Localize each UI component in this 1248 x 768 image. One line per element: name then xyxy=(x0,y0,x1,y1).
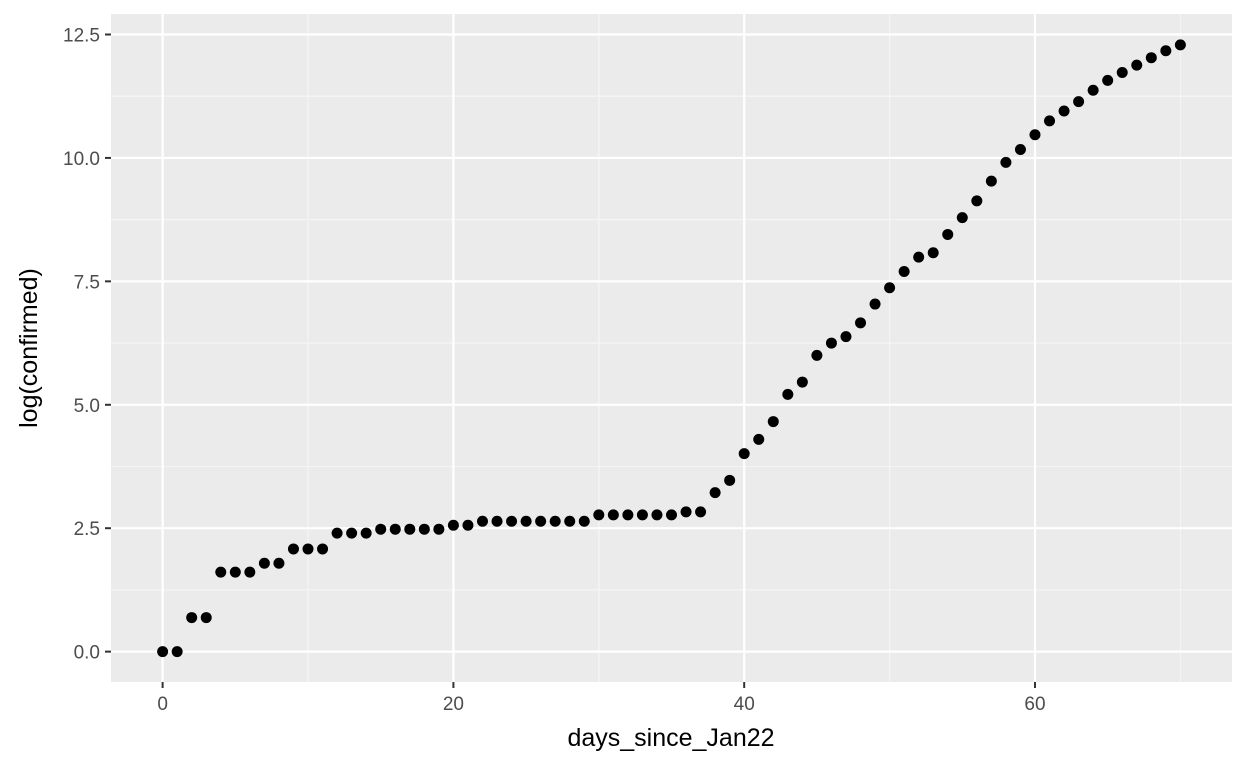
data-point xyxy=(753,433,765,445)
x-tick-label: 40 xyxy=(734,694,755,715)
data-point xyxy=(273,557,285,569)
plot-panel xyxy=(111,14,1232,682)
data-point xyxy=(927,247,939,259)
data-point xyxy=(564,515,576,527)
data-point xyxy=(985,175,997,187)
data-point xyxy=(186,612,198,624)
data-point xyxy=(695,506,707,518)
data-point xyxy=(302,543,314,555)
data-point xyxy=(535,515,547,527)
major-gridlines xyxy=(111,14,1232,682)
data-point xyxy=(360,527,372,539)
data-point xyxy=(433,523,445,535)
y-tick-label: 10.0 xyxy=(63,149,100,170)
data-point xyxy=(215,566,227,578)
x-tick-label: 20 xyxy=(443,694,464,715)
data-point xyxy=(1160,45,1172,57)
data-point xyxy=(884,282,896,294)
data-point xyxy=(476,515,488,527)
y-axis-title: log(confirmed) xyxy=(15,268,43,428)
data-points xyxy=(157,39,1186,658)
x-tick-label: 60 xyxy=(1024,694,1045,715)
x-tick-label: 0 xyxy=(157,694,168,715)
data-point xyxy=(811,349,823,361)
data-point xyxy=(782,388,794,400)
data-point xyxy=(1174,39,1186,51)
data-point xyxy=(317,543,329,555)
data-point xyxy=(171,646,183,658)
data-point xyxy=(157,646,169,658)
data-point xyxy=(229,566,241,578)
data-point xyxy=(1073,96,1085,108)
data-point xyxy=(651,509,663,521)
data-point xyxy=(796,376,808,388)
data-point xyxy=(956,212,968,224)
data-point xyxy=(520,515,532,527)
data-point xyxy=(767,416,779,428)
data-point xyxy=(709,487,721,499)
data-point xyxy=(506,515,518,527)
data-point xyxy=(840,331,852,343)
data-point xyxy=(1145,52,1157,64)
data-point xyxy=(1116,67,1128,79)
data-point xyxy=(331,527,343,539)
data-point xyxy=(375,523,387,535)
data-point xyxy=(549,515,561,527)
y-axis: 0.0 2.5 5.0 7.5 10.0 12.5 xyxy=(63,25,111,664)
data-point xyxy=(404,523,416,535)
data-point xyxy=(389,523,401,535)
data-point xyxy=(869,298,881,310)
y-tick-label: 7.5 xyxy=(74,272,100,293)
data-point xyxy=(913,251,925,263)
data-point xyxy=(1058,105,1070,117)
data-point xyxy=(1102,74,1114,86)
minor-gridlines xyxy=(111,14,1232,682)
data-point xyxy=(447,519,459,531)
data-point xyxy=(971,195,983,207)
data-point xyxy=(855,317,867,329)
data-point xyxy=(258,557,270,569)
data-point xyxy=(825,337,837,349)
data-point xyxy=(607,509,619,521)
y-tick-label: 5.0 xyxy=(74,396,100,417)
data-point xyxy=(287,543,299,555)
data-point xyxy=(622,509,634,521)
data-point xyxy=(898,265,910,277)
data-point xyxy=(738,448,750,460)
data-point xyxy=(1000,156,1012,168)
data-point xyxy=(462,519,474,531)
data-point xyxy=(1044,115,1056,127)
data-point xyxy=(200,612,212,624)
data-point xyxy=(1087,84,1099,96)
data-point xyxy=(666,509,677,521)
data-point xyxy=(593,509,605,521)
data-point xyxy=(636,509,648,521)
y-tick-label: 0.0 xyxy=(74,643,100,664)
data-point xyxy=(724,474,736,486)
data-point xyxy=(680,506,692,518)
x-axis: 0 20 40 60 xyxy=(157,682,1046,715)
data-point xyxy=(578,515,590,527)
data-point xyxy=(418,523,430,535)
data-point xyxy=(942,228,954,240)
y-tick-label: 12.5 xyxy=(63,25,100,46)
data-point xyxy=(1029,129,1041,141)
data-point xyxy=(491,515,503,527)
data-point xyxy=(244,566,256,578)
data-point xyxy=(1014,144,1026,156)
data-point xyxy=(1131,59,1143,71)
x-axis-title: days_since_Jan22 xyxy=(567,724,774,752)
y-tick-label: 2.5 xyxy=(74,519,100,540)
data-point xyxy=(346,527,358,539)
